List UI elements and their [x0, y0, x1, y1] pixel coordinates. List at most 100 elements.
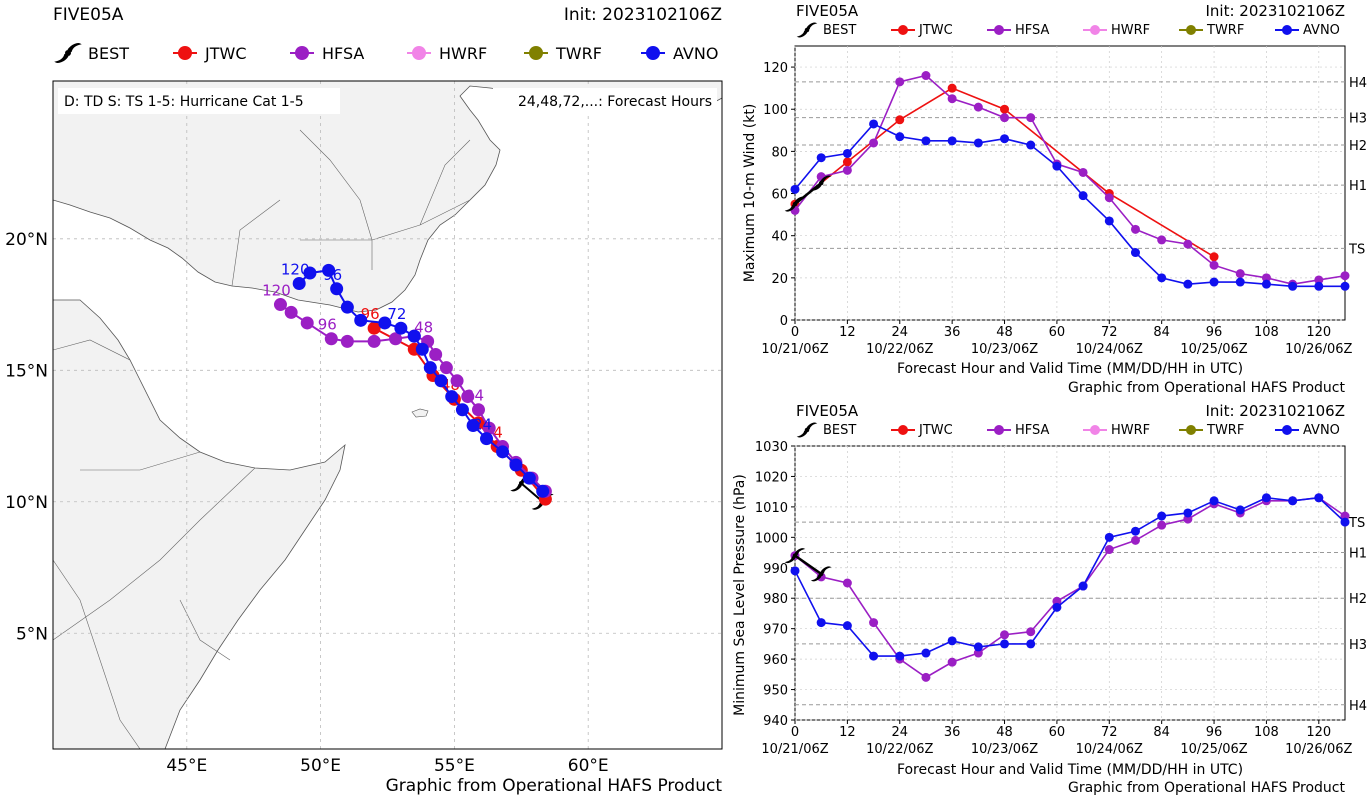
y-tick-label: 1000: [755, 531, 788, 546]
map-borders: [53, 129, 486, 749]
x-tick-label: 12: [839, 325, 856, 340]
y-tick-label: 1030: [755, 440, 788, 455]
x-tick-label: 48: [996, 725, 1013, 740]
pres-credit: Graphic from Operational HAFS Product: [1068, 780, 1346, 796]
legend-label-twrf: TWRF: [1206, 423, 1244, 438]
map-lat-tick-label: 15°N: [5, 361, 48, 381]
cyclone-arm: [806, 22, 818, 30]
track-point-avno: [378, 316, 392, 330]
series-point-hfsa: [921, 672, 931, 682]
wind-credit: Graphic from Operational HAFS Product: [1068, 380, 1346, 396]
track-point-avno: [536, 484, 550, 498]
legend-label-best: BEST: [823, 23, 856, 38]
series-point-avno: [1078, 191, 1088, 201]
series-point-avno: [869, 651, 879, 661]
series-point-avno: [1261, 493, 1271, 503]
track-point-hfsa: [367, 334, 381, 348]
legend-item-avno: AVNO: [1275, 23, 1340, 38]
series-point-jtwc: [947, 83, 957, 93]
series-point-avno: [973, 642, 983, 652]
map-info-right: 24,48,72,...: Forecast Hours: [518, 94, 712, 110]
series-point-avno: [1052, 161, 1062, 171]
legend-item-best: BEST: [54, 43, 129, 63]
series-point-avno: [1104, 532, 1114, 542]
map-info-box-left: [58, 88, 340, 114]
legend-label-hwrf: HWRF: [1111, 23, 1150, 38]
cyclone-arm: [810, 183, 822, 191]
series-point-avno: [1130, 248, 1140, 258]
x-tick-label: 96: [1206, 325, 1223, 340]
series-point-hfsa: [1104, 545, 1114, 555]
series-point-avno: [1314, 281, 1324, 291]
track-point-avno: [496, 445, 510, 459]
series-point-avno: [816, 153, 826, 163]
legend-label-jtwc: JTWC: [918, 23, 953, 38]
y-tick-label: 100: [763, 103, 788, 118]
cyclone-arm: [794, 548, 806, 555]
legend-item-twrf: TWRF: [1179, 423, 1244, 438]
cyclone-arm: [820, 566, 832, 574]
map-storm-title: FIVE05A: [53, 5, 124, 25]
track-point-avno: [509, 458, 523, 472]
track-point-hfsa: [439, 361, 453, 375]
pres-init-label: Init: 2023102106Z: [1205, 402, 1345, 420]
threshold-label-h4: H4: [1349, 699, 1367, 714]
series-line-avno: [794, 496, 1346, 657]
pres-storm-title: FIVE05A: [796, 402, 859, 420]
cyclone-arm: [784, 556, 796, 564]
series-point-jtwc: [1209, 252, 1219, 262]
legend-item-jtwc: JTWC: [891, 23, 953, 38]
x-tick-label: 108: [1254, 725, 1279, 740]
track-point-hfsa: [461, 390, 475, 404]
series-point-hfsa: [1000, 113, 1010, 123]
series-point-hfsa: [1026, 113, 1036, 123]
date-tick-label: 10/21/06Z: [761, 342, 828, 357]
legend-item-jtwc: JTWC: [173, 44, 246, 63]
map-lon-tick-label: 55°E: [434, 756, 475, 776]
wind-y-axis-title: Maximum 10-m Wind (kt): [742, 104, 758, 283]
series-line-best: [794, 554, 822, 575]
x-tick-label: 48: [996, 325, 1013, 340]
x-tick-label: 72: [1101, 725, 1118, 740]
cyclone-arm: [806, 422, 818, 430]
series-point-avno: [816, 618, 826, 628]
map-lat-tick-label: 10°N: [5, 493, 48, 513]
legend-marker-hfsa: [295, 46, 309, 60]
legend-label-avno: AVNO: [1303, 23, 1340, 38]
cyclone-arm: [67, 43, 82, 53]
series-best: [784, 548, 832, 582]
series-avno: [790, 119, 1350, 291]
legend-marker-twrf: [529, 46, 543, 60]
legend-label-jtwc: JTWC: [918, 423, 953, 438]
series-point-hfsa: [842, 578, 852, 588]
legend-label-twrf: TWRF: [555, 44, 602, 63]
legend-marker-twrf: [1186, 425, 1196, 435]
legend-label-avno: AVNO: [673, 44, 718, 63]
cyclone-eye: [792, 201, 798, 207]
plot-frame: [794, 45, 1346, 321]
x-tick-label: 108: [1254, 325, 1279, 340]
legend-item-twrf: TWRF: [524, 44, 602, 63]
series-point-avno: [1078, 581, 1088, 591]
cyclone-arm: [510, 484, 522, 492]
legend-item-hwrf: HWRF: [1083, 423, 1150, 438]
date-tick-label: 10/23/06Z: [971, 342, 1038, 357]
series-point-hfsa: [1183, 239, 1193, 249]
plot-frame: [794, 445, 1346, 721]
track-point-hfsa: [324, 332, 338, 346]
wind-storm-title: FIVE05A: [796, 2, 859, 20]
series-point-hfsa: [1104, 193, 1114, 203]
x-tick-label: 36: [944, 325, 961, 340]
legend-marker-jtwc: [178, 46, 192, 60]
track-point-avno: [354, 313, 368, 327]
cyclone-eye: [65, 50, 71, 56]
series-point-hfsa: [1314, 275, 1324, 285]
legend-item-twrf: TWRF: [1179, 23, 1244, 38]
track-point-avno: [423, 361, 437, 375]
y-tick-label: 1020: [755, 470, 788, 485]
series-point-hfsa: [921, 71, 931, 81]
track-point-avno: [466, 419, 480, 433]
series-line-best: [794, 182, 822, 206]
series-point-avno: [973, 138, 983, 148]
map-lat-tick-label: 20°N: [5, 230, 48, 250]
